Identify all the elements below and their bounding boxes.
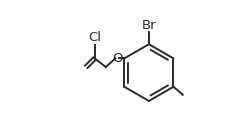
Text: Br: Br bbox=[142, 19, 156, 32]
Text: O: O bbox=[112, 52, 122, 65]
Text: Cl: Cl bbox=[88, 31, 101, 44]
